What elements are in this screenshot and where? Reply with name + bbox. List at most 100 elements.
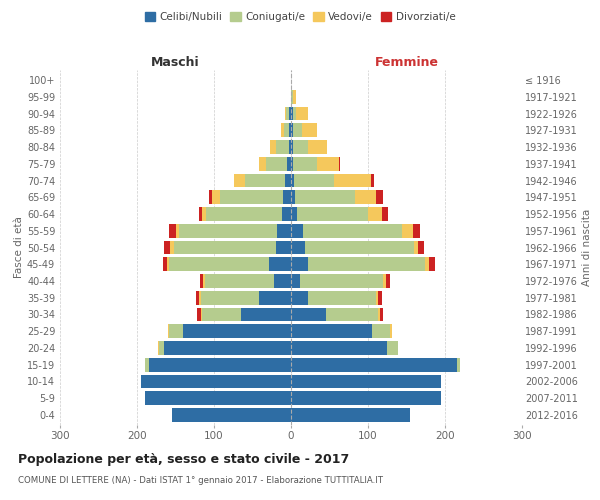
Bar [382,207,388,221]
Bar [294,174,334,188]
Bar [202,207,206,221]
Bar [286,106,289,120]
Bar [291,224,304,237]
Bar [282,207,291,221]
Bar [241,308,291,322]
Bar [378,291,382,304]
Legend: Celibi/Nubili, Coniugati/e, Vedovi/e, Divorziati/e: Celibi/Nubili, Coniugati/e, Vedovi/e, Di… [140,8,460,26]
Bar [158,341,160,355]
Bar [376,291,378,304]
Bar [201,291,259,304]
Bar [339,157,340,170]
Bar [289,124,291,137]
Bar [368,207,382,221]
Bar [179,224,277,237]
Bar [291,174,294,188]
Bar [199,291,201,304]
Bar [291,324,372,338]
Bar [259,157,266,170]
Bar [285,106,286,120]
Bar [212,190,220,204]
Bar [291,124,293,137]
Bar [291,341,387,355]
Text: Maschi: Maschi [151,56,200,69]
Bar [413,224,421,237]
Bar [372,324,391,338]
Bar [289,106,291,120]
Bar [383,274,386,288]
Y-axis label: Fasce di età: Fasce di età [14,216,24,278]
Bar [386,274,391,288]
Bar [200,274,203,288]
Bar [291,90,293,104]
Bar [293,124,302,137]
Text: Popolazione per età, sesso e stato civile - 2017: Popolazione per età, sesso e stato civil… [18,452,349,466]
Bar [270,140,277,154]
Bar [291,207,297,221]
Bar [164,240,170,254]
Bar [203,274,205,288]
Bar [169,324,183,338]
Bar [291,374,441,388]
Bar [293,157,317,170]
Bar [234,174,245,188]
Bar [201,308,202,322]
Bar [291,408,410,422]
Bar [291,106,293,120]
Bar [300,274,383,288]
Bar [160,341,164,355]
Bar [291,190,295,204]
Bar [317,157,339,170]
Bar [297,207,368,221]
Bar [305,240,414,254]
Bar [277,224,291,237]
Bar [293,90,296,104]
Bar [164,341,291,355]
Bar [457,358,460,372]
Bar [245,174,285,188]
Bar [402,224,413,237]
Bar [289,140,291,154]
Bar [293,140,308,154]
Bar [275,240,291,254]
Bar [281,124,284,137]
Bar [163,258,167,271]
Bar [291,392,441,405]
Bar [418,240,424,254]
Bar [169,224,176,237]
Bar [308,258,425,271]
Bar [259,291,291,304]
Bar [183,324,291,338]
Bar [291,258,308,271]
Bar [291,274,300,288]
Bar [283,190,291,204]
Bar [172,408,291,422]
Bar [145,392,291,405]
Bar [202,308,241,322]
Bar [175,224,179,237]
Bar [371,174,374,188]
Bar [277,140,289,154]
Bar [266,157,287,170]
Bar [274,274,291,288]
Bar [145,358,149,372]
Bar [199,207,202,221]
Bar [149,358,291,372]
Bar [387,341,398,355]
Bar [205,274,274,288]
Bar [209,190,212,204]
Bar [414,240,418,254]
Bar [285,174,291,188]
Bar [293,106,296,120]
Bar [326,308,378,322]
Bar [425,258,429,271]
Bar [291,240,305,254]
Bar [220,190,283,204]
Bar [355,190,376,204]
Bar [170,240,174,254]
Bar [302,124,317,137]
Bar [141,374,291,388]
Bar [174,240,275,254]
Bar [308,140,327,154]
Bar [308,291,376,304]
